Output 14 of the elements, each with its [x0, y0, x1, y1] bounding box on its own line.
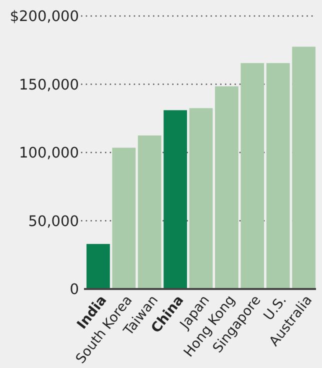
y-tick-label: 100,000: [19, 146, 79, 162]
bar: [266, 63, 290, 289]
bar: [189, 108, 213, 289]
bar: [112, 148, 136, 289]
y-tick-label: $200,000: [10, 9, 79, 26]
bar: [138, 135, 162, 289]
y-tick-label: 50,000: [28, 214, 79, 230]
bar: [86, 244, 110, 289]
bar: [215, 86, 238, 289]
bar: [240, 63, 264, 289]
y-tick-label: 0: [70, 282, 79, 298]
bar: [292, 46, 316, 289]
bar: [164, 110, 187, 289]
y-tick-label: 150,000: [19, 77, 79, 94]
